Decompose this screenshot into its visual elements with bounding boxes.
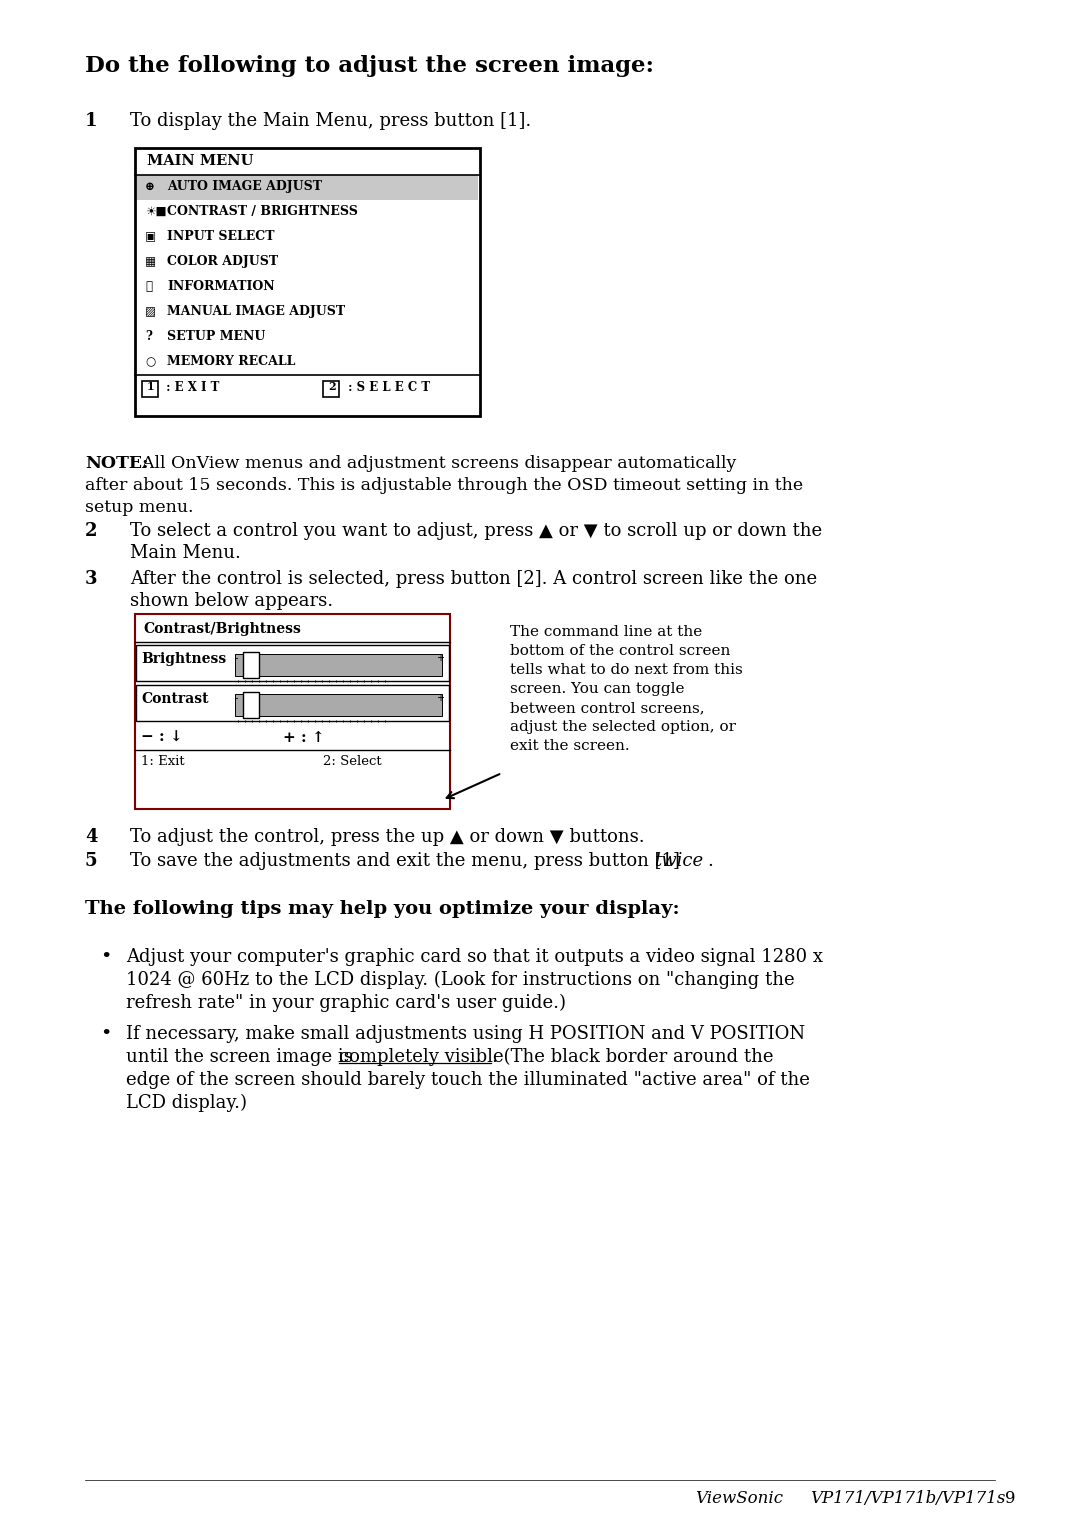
Bar [137,176,478,200]
Text: completely visible: completely visible [339,1048,503,1067]
Text: 2: 2 [328,380,336,393]
Text: 9: 9 [1005,1490,1015,1507]
Text: edge of the screen should barely touch the illuminated "active area" of the: edge of the screen should barely touch t… [126,1071,810,1089]
Text: until the screen image is: until the screen image is [126,1048,359,1067]
Text: To adjust the control, press the up ▲ or down ▼ buttons.: To adjust the control, press the up ▲ or… [130,828,645,847]
Text: 1: 1 [147,380,154,393]
Text: Do the following to adjust the screen image:: Do the following to adjust the screen im… [85,55,654,76]
Text: 3: 3 [85,570,97,588]
Text: +: + [436,694,444,703]
Text: 1: Exit: 1: Exit [141,755,185,769]
Text: : S E L E C T: : S E L E C T [345,380,430,394]
Text: 1024 @ 60Hz to the LCD display. (Look for instructions on "changing the: 1024 @ 60Hz to the LCD display. (Look fo… [126,970,795,989]
Bar [136,685,449,721]
Text: refresh rate" in your graphic card's user guide.): refresh rate" in your graphic card's use… [126,995,566,1012]
Text: 5: 5 [85,853,97,869]
Text: The command line at the: The command line at the [510,625,702,639]
Text: tells what to do next from this: tells what to do next from this [510,663,743,677]
Text: 2: 2 [85,523,97,539]
Text: -: - [235,652,239,663]
Text: ?: ? [145,330,152,342]
Text: Contrast: Contrast [141,692,208,706]
Text: ▣: ▣ [145,231,157,243]
Text: -: - [235,694,239,703]
Bar [135,614,450,808]
Text: + : ↑: + : ↑ [283,730,325,746]
Text: •: • [100,1025,111,1044]
Text: COLOR ADJUST: COLOR ADJUST [167,255,279,267]
Text: ⓘ: ⓘ [145,280,152,293]
Text: ○: ○ [145,354,156,368]
Bar [235,694,442,717]
Text: AUTO IMAGE ADJUST: AUTO IMAGE ADJUST [167,180,322,193]
Text: . (The black border around the: . (The black border around the [492,1048,773,1067]
Text: after about 15 seconds. This is adjustable through the OSD timeout setting in th: after about 15 seconds. This is adjustab… [85,477,804,494]
Text: screen. You can toggle: screen. You can toggle [510,681,685,695]
Text: ViewSonic: ViewSonic [696,1490,783,1507]
Text: bottom of the control screen: bottom of the control screen [510,643,730,659]
Text: MAIN MENU: MAIN MENU [147,154,254,168]
Text: ▦: ▦ [145,255,157,267]
Text: MEMORY RECALL: MEMORY RECALL [167,354,295,368]
Text: INFORMATION: INFORMATION [167,280,274,293]
Text: ▨: ▨ [145,306,157,318]
Text: Contrast/Brightness: Contrast/Brightness [143,622,301,636]
Text: After the control is selected, press button [2]. A control screen like the one: After the control is selected, press but… [130,570,818,588]
Text: VP171/VP171b/VP171s: VP171/VP171b/VP171s [810,1490,1005,1507]
Text: SETUP MENU: SETUP MENU [167,330,266,342]
Text: All OnView menus and adjustment screens disappear automatically: All OnView menus and adjustment screens … [131,455,737,472]
Text: MANUAL IMAGE ADJUST: MANUAL IMAGE ADJUST [167,306,346,318]
Text: To select a control you want to adjust, press ▲ or ▼ to scroll up or down the: To select a control you want to adjust, … [130,523,822,539]
Text: Brightness: Brightness [141,652,226,666]
Text: shown below appears.: shown below appears. [130,591,333,610]
Text: between control screens,: between control screens, [510,701,704,715]
Text: 4: 4 [85,828,97,847]
Text: LCD display.): LCD display.) [126,1094,247,1112]
Bar [136,645,449,681]
Text: − : ↓: − : ↓ [141,730,183,746]
Text: adjust the selected option, or: adjust the selected option, or [510,720,735,733]
Text: To display the Main Menu, press button [1].: To display the Main Menu, press button [… [130,112,531,130]
Text: : E X I T: : E X I T [162,380,219,394]
Text: Adjust your computer's graphic card so that it outputs a video signal 1280 x: Adjust your computer's graphic card so t… [126,947,823,966]
Text: exit the screen.: exit the screen. [510,740,630,753]
Text: INPUT SELECT: INPUT SELECT [167,231,274,243]
Text: •: • [100,947,111,966]
Text: .: . [707,853,713,869]
Text: ⊕: ⊕ [145,180,154,193]
Bar [135,148,480,416]
Text: ☀■: ☀■ [145,205,166,219]
Bar [243,652,259,678]
Text: 1: 1 [85,112,97,130]
Text: To save the adjustments and exit the menu, press button [1]: To save the adjustments and exit the men… [130,853,686,869]
Bar [243,692,259,718]
Bar [141,380,158,397]
Text: If necessary, make small adjustments using H POSITION and V POSITION: If necessary, make small adjustments usi… [126,1025,805,1044]
Text: +: + [436,652,444,663]
Text: setup menu.: setup menu. [85,500,193,516]
Bar [323,380,339,397]
Bar [235,654,442,675]
Text: NOTE:: NOTE: [85,455,149,472]
Text: Main Menu.: Main Menu. [130,544,241,562]
Text: twice: twice [654,853,703,869]
Text: The following tips may help you optimize your display:: The following tips may help you optimize… [85,900,679,918]
Text: CONTRAST / BRIGHTNESS: CONTRAST / BRIGHTNESS [167,205,357,219]
Text: 2: Select: 2: Select [323,755,381,769]
